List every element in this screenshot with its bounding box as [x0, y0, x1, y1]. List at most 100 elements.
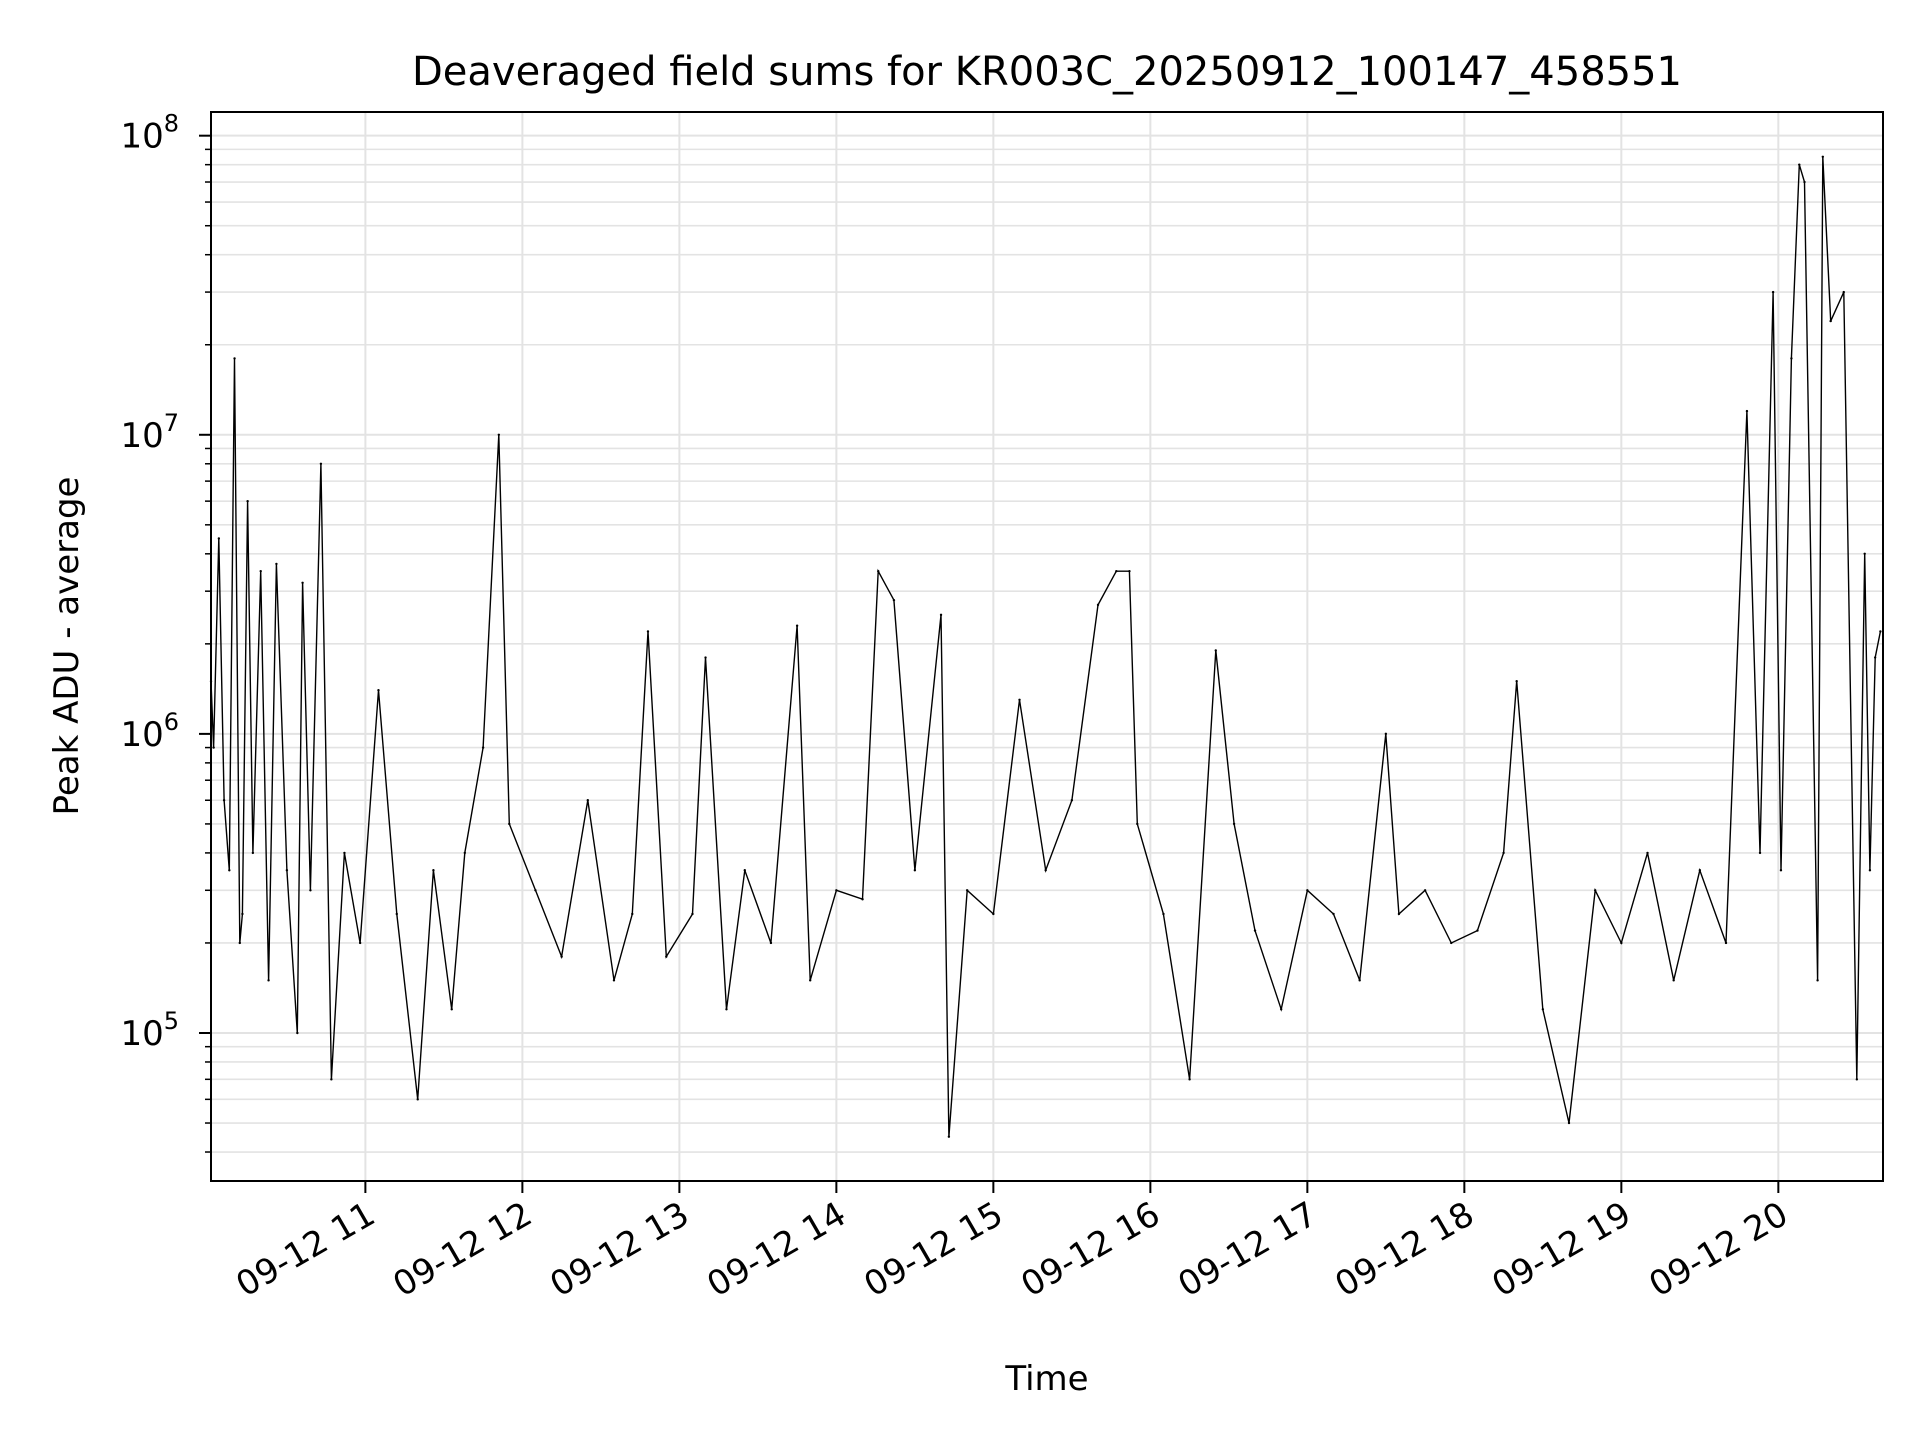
chart-title: Deaveraged field sums for KR003C_2025091…	[412, 49, 1682, 95]
data-point	[1567, 1121, 1571, 1125]
data-point	[1745, 409, 1749, 413]
data-point	[1232, 822, 1236, 826]
data-point	[1423, 889, 1427, 892]
data-point	[1855, 1078, 1859, 1081]
data-point	[1758, 851, 1762, 855]
data-point	[1779, 869, 1783, 872]
data-point	[1724, 941, 1728, 945]
data-point	[704, 656, 707, 659]
data-point	[1253, 929, 1257, 932]
data-point	[1214, 649, 1217, 652]
data-point	[267, 979, 270, 982]
data-point	[330, 1078, 333, 1081]
y-tick-label: 108	[120, 110, 179, 157]
data-point	[1672, 979, 1675, 982]
data-point	[939, 613, 943, 617]
data-point	[1044, 869, 1047, 872]
data-point	[1698, 869, 1702, 872]
series-layer	[209, 155, 1882, 1138]
data-point	[1515, 680, 1518, 683]
data-point	[808, 979, 812, 982]
data-point	[1384, 732, 1388, 736]
data-point	[377, 688, 380, 692]
data-point	[217, 537, 221, 540]
data-point	[1332, 912, 1335, 916]
data-point	[1279, 1008, 1283, 1011]
data-point	[965, 889, 969, 892]
data-point	[285, 869, 289, 872]
data-point	[1868, 869, 1872, 872]
data-point	[450, 1008, 453, 1011]
data-point	[319, 462, 323, 465]
data-point	[432, 869, 435, 872]
data-point	[665, 955, 668, 958]
data-point	[913, 869, 917, 872]
data-point	[343, 851, 346, 855]
data-point	[795, 624, 799, 627]
data-point	[301, 581, 304, 584]
data-point	[222, 799, 226, 802]
data-point	[1188, 1078, 1191, 1081]
data-point	[481, 746, 485, 749]
data-point	[586, 799, 589, 802]
y-axis-label: Peak ADU - average	[47, 477, 87, 816]
data-point	[1873, 656, 1877, 659]
data-point	[275, 562, 278, 566]
plot-frame	[210, 111, 1884, 1182]
data-point	[1863, 552, 1866, 556]
data-point	[296, 1031, 299, 1035]
data-point	[1162, 912, 1165, 916]
data-point	[1128, 569, 1131, 573]
x-axis-label: Time	[1004, 1359, 1088, 1399]
data-point	[743, 869, 746, 872]
data-point	[1821, 155, 1825, 158]
data-point	[1620, 941, 1623, 945]
grid	[211, 112, 1883, 1181]
y-tick-label: 105	[120, 1007, 179, 1054]
data-point	[463, 851, 467, 855]
data-point	[1771, 290, 1775, 294]
data-point	[1829, 319, 1832, 323]
data-point	[534, 889, 537, 892]
data-point	[1541, 1008, 1545, 1011]
data-point	[1476, 929, 1479, 932]
data-point	[1646, 851, 1649, 855]
data-point	[1136, 822, 1139, 826]
data-point	[947, 1135, 951, 1138]
data-point	[1096, 603, 1100, 607]
data-point	[1879, 630, 1882, 633]
data-point	[233, 357, 236, 360]
data-point	[877, 569, 880, 573]
data-point	[358, 941, 362, 945]
data-point	[1358, 979, 1361, 982]
data-point	[646, 630, 650, 633]
data-point	[691, 912, 694, 916]
data-point	[861, 898, 864, 901]
data-point	[612, 979, 616, 982]
data-point	[259, 569, 262, 573]
data-point	[560, 955, 563, 958]
data-point	[309, 889, 312, 892]
data-point	[1115, 569, 1118, 573]
data-point	[1816, 979, 1819, 982]
data-point	[241, 912, 244, 916]
data-point	[1593, 889, 1597, 892]
y-tick-label: 107	[120, 409, 179, 456]
data-point	[1018, 698, 1021, 702]
data-point	[238, 941, 241, 945]
data-point	[212, 746, 215, 749]
data-point	[1803, 180, 1806, 184]
data-point	[992, 912, 995, 916]
series-line	[210, 156, 1882, 1137]
data-point	[1790, 357, 1793, 360]
data-point	[1842, 290, 1845, 294]
data-point	[835, 889, 838, 892]
data-point	[497, 433, 501, 436]
data-point	[1397, 912, 1401, 916]
data-point	[1070, 799, 1074, 802]
y-tick-label: 106	[120, 708, 179, 755]
data-point	[1798, 163, 1801, 166]
data-point	[769, 941, 773, 945]
